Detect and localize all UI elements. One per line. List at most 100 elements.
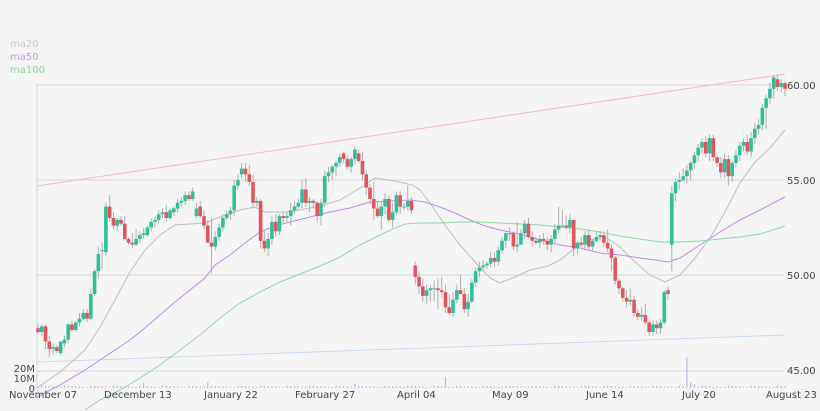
candle [251,181,255,203]
candle [658,322,663,329]
candle [402,206,406,208]
candle [168,210,172,218]
candle [183,195,187,201]
volume-bars [37,357,786,388]
candle [92,271,97,294]
candle [70,324,74,331]
candle [685,170,689,177]
candle [575,242,580,249]
candle [466,301,470,310]
candle [564,225,568,228]
candle [779,83,784,87]
candle [39,326,44,332]
candle [315,202,319,217]
candle [58,341,63,353]
candle [620,288,625,298]
candle [322,176,327,203]
candle [236,180,240,186]
candle [66,324,70,340]
candlesticks [36,75,787,357]
x-tick-apr04: April 04 [397,390,436,401]
candle [771,77,776,89]
candle [153,219,157,222]
candle [296,202,301,207]
candle [141,233,146,236]
candle [198,206,203,217]
candle [530,237,535,241]
candle [413,265,418,277]
candle [613,257,618,281]
candle [526,223,531,237]
candle [462,294,467,310]
candle [228,210,233,215]
lower-trend-line [36,334,786,363]
candle [130,242,135,245]
candle [654,324,659,329]
x-tick-jun14: June 14 [585,390,624,401]
candle [470,282,474,302]
candle [266,238,270,249]
legend: ma20 ma50 ma100 [10,38,45,77]
candle [549,238,553,245]
candle [338,157,342,163]
candle [156,214,161,220]
candle [677,180,682,182]
candle [568,219,572,228]
candle [187,195,191,199]
candle [349,159,353,167]
candle [602,235,606,243]
candle [379,206,384,217]
candle [221,218,225,228]
candle [104,206,108,253]
candle [119,219,123,224]
candle [202,216,206,226]
candle [43,326,48,342]
candle [288,210,293,217]
candle [737,145,742,156]
candle [164,212,169,218]
x-tick-feb27: February 27 [295,390,355,401]
candle [432,288,436,290]
candle [270,221,274,239]
candle [726,159,731,177]
candle [232,185,236,211]
candle [36,328,40,332]
candle [224,214,229,218]
candle [311,200,316,203]
date-axis: November 07 December 13 January 22 Febru… [9,390,817,401]
candle [247,174,252,182]
candle [107,206,112,218]
candle [285,216,289,218]
legend-ma20[interactable]: ma20 [10,39,39,50]
y-tick-55: 55.00 [787,176,816,187]
candle [507,233,512,235]
candle [666,290,670,294]
candle [405,200,410,207]
candle [681,176,685,180]
candle [477,267,482,272]
legend-ma100[interactable]: ma100 [10,65,45,76]
candle [741,142,746,146]
candle [711,138,716,158]
candle [345,159,350,167]
y-tick-45: 45.00 [787,366,816,377]
candle [73,322,78,331]
candle [515,244,519,247]
candle [409,200,414,211]
candle [100,250,104,252]
candle [115,219,120,226]
candle [587,235,591,247]
candle [583,235,587,245]
candle [692,155,697,163]
candle [364,174,369,188]
candle [262,240,267,249]
candle [722,159,727,173]
x-tick-jul20: July 20 [681,390,716,401]
candle [281,216,286,218]
candle [190,191,195,199]
candle [326,172,331,177]
candle [255,200,259,203]
candle [647,322,651,332]
legend-ma50[interactable]: ma50 [10,52,39,63]
